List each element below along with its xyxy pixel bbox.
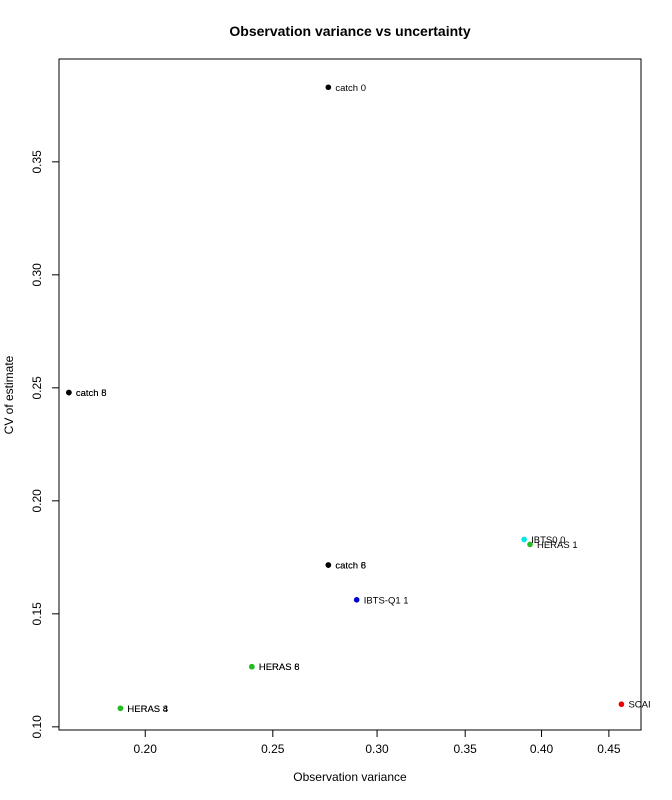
data-point [325, 562, 332, 568]
x-tick-label: 0.45 [597, 742, 621, 756]
data-point [618, 701, 625, 708]
data-point-label: HERAS 1 [537, 540, 578, 551]
data-point-label: SCAI [628, 700, 650, 711]
data-point-label: catch 8 [335, 561, 366, 572]
data-point [117, 705, 124, 712]
y-tick-label: 0.30 [30, 263, 44, 287]
y-tick-label: 0.10 [30, 715, 44, 739]
data-point-label: IBTS0 0 [531, 535, 565, 546]
data-point-label: catch 6 [335, 561, 366, 572]
x-axis: 0.20 0.25 0.30 0.35 0.40 0.45 [134, 729, 621, 756]
y-axis-label: CV of estimate [2, 355, 16, 434]
x-tick-label: 0.35 [454, 742, 478, 756]
data-point-label: HERAS 4 [127, 704, 168, 715]
data-point-label: catch 5 [76, 388, 107, 399]
x-tick-label: 0.20 [134, 742, 158, 756]
data-point-label: HERAS 8 [259, 662, 300, 673]
y-tick-label: 0.35 [30, 150, 44, 174]
y-axis: 0.10 0.15 0.20 0.25 0.30 0.35 [30, 150, 60, 739]
x-tick-label: 0.25 [261, 742, 285, 756]
data-point-label: IBTS-Q1 1 [364, 595, 409, 606]
y-tick-label: 0.20 [30, 489, 44, 513]
data-point-label: HERAS 8 [127, 704, 168, 715]
data-point-label: catch 8 [76, 388, 107, 399]
y-tick-label: 0.25 [30, 376, 44, 400]
y-tick-label: 0.15 [30, 602, 44, 626]
plot-area-frame [58, 58, 642, 731]
data-point [521, 536, 527, 543]
data-point [353, 597, 360, 603]
x-tick-label: 0.30 [365, 742, 389, 756]
data-point [66, 389, 72, 396]
x-axis-label: Observation variance [293, 770, 407, 784]
data-point [527, 541, 533, 548]
data-point-label: HERAS 6 [259, 662, 300, 673]
data-point-label: catch 0 [335, 83, 366, 94]
data-point [249, 663, 255, 670]
chart-title: Observation variance vs uncertainty [229, 23, 470, 39]
x-tick-label: 0.40 [530, 742, 554, 756]
data-point [325, 84, 332, 91]
